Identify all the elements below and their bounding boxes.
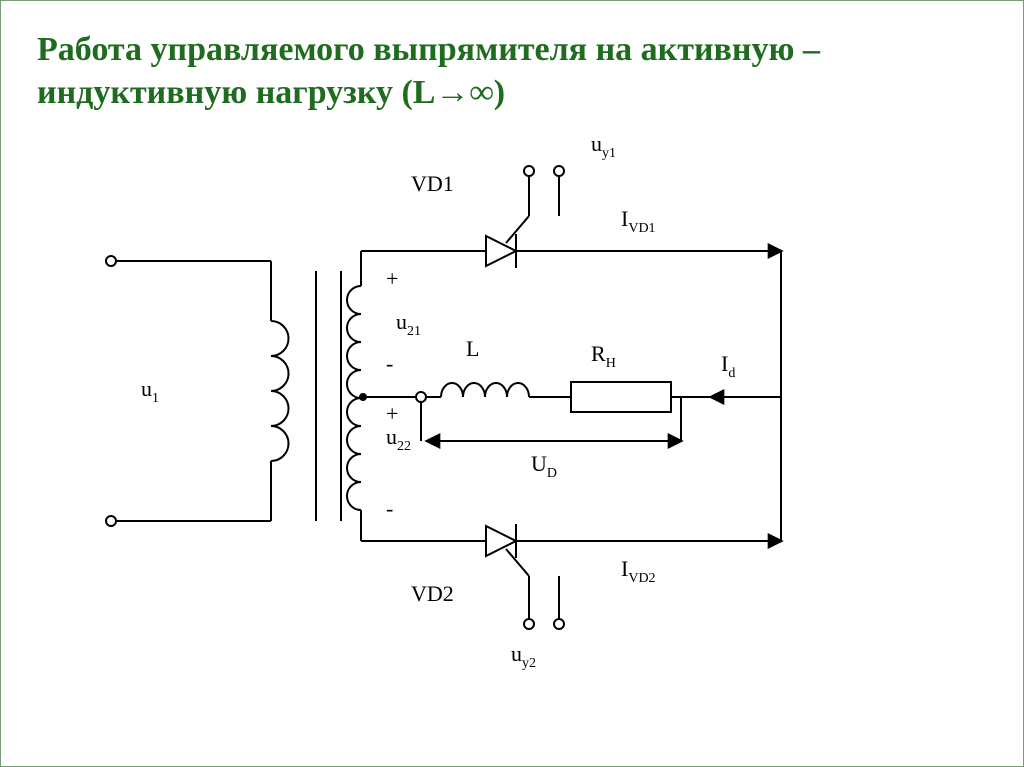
label-u22: u22 <box>386 424 411 454</box>
slide-title: Работа управляемого выпрямителя на актив… <box>37 29 977 114</box>
label-u1: u1 <box>141 376 159 406</box>
label-u21: u21 <box>396 309 421 339</box>
label-vd2: VD2 <box>411 581 454 606</box>
label-uy1: uy1 <box>591 131 616 161</box>
label-plus-top: + <box>386 266 398 291</box>
label-minus-top: - <box>386 351 393 376</box>
label-uy2: uy2 <box>511 641 536 671</box>
label-ud: UD <box>531 451 557 481</box>
label-plus-bot: + <box>386 401 398 426</box>
label-minus-bot: - <box>386 496 393 521</box>
label-vd1: VD1 <box>411 171 454 196</box>
circuit-diagram: u1 + u21 - + u22 - VD1 VD2 uy1 uy2 IVD1 … <box>61 121 961 681</box>
label-rh: RH <box>591 341 616 371</box>
label-id: Id <box>721 351 735 381</box>
label-L: L <box>466 336 479 361</box>
label-ivd2: IVD2 <box>621 556 656 586</box>
thyristor-vd2 <box>486 524 564 629</box>
label-ivd1: IVD1 <box>621 206 656 236</box>
thyristor-vd1 <box>486 166 564 268</box>
